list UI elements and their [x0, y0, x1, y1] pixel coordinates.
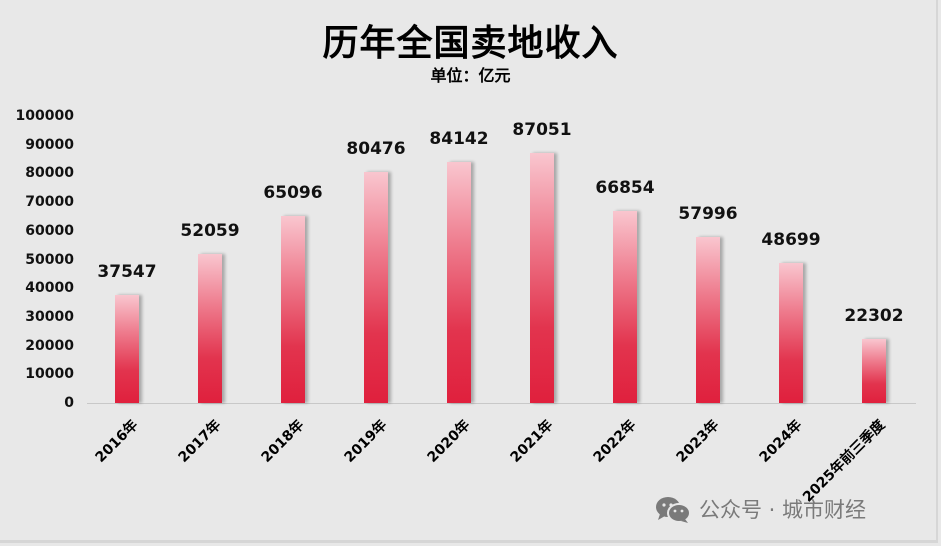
data-label: 65096 [263, 183, 323, 204]
y-tick-label: 10000 [25, 366, 74, 383]
data-label: 80476 [346, 139, 406, 160]
chart-subtitle: 单位：亿元 [430, 66, 511, 85]
data-label: 48699 [761, 230, 821, 251]
y-tick-label: 90000 [25, 136, 74, 153]
y-tick-label: 0 [64, 395, 74, 411]
bar [198, 253, 222, 403]
data-label: 37547 [97, 262, 157, 283]
bar [530, 153, 554, 403]
data-label: 52059 [180, 220, 240, 241]
watermark: 公众号 · 城市财经 [655, 494, 866, 524]
x-axis-line [87, 403, 916, 404]
data-label: 84142 [429, 128, 489, 149]
bar [447, 161, 471, 403]
y-tick-label: 80000 [25, 165, 74, 182]
bar [862, 338, 886, 403]
y-tick-label: 100000 [15, 108, 74, 124]
data-label: 22302 [844, 305, 904, 326]
y-tick-label: 40000 [25, 280, 74, 297]
bar [115, 295, 139, 403]
bar [779, 263, 803, 403]
y-tick-label: 70000 [25, 194, 74, 211]
data-label: 66854 [595, 178, 655, 199]
y-tick-label: 50000 [25, 251, 74, 268]
data-label: 57996 [678, 203, 738, 224]
bar [364, 172, 388, 403]
y-tick-label: 30000 [25, 308, 74, 325]
y-tick-label: 20000 [25, 337, 74, 354]
bar [696, 236, 720, 403]
data-label: 87051 [512, 120, 572, 141]
bar [281, 216, 305, 403]
chart-title: 历年全国卖地收入 [322, 23, 619, 64]
watermark-text: 公众号 · 城市财经 [699, 498, 867, 522]
bar [613, 211, 637, 403]
wechat-icon [655, 496, 691, 523]
y-tick-label: 60000 [25, 222, 74, 239]
